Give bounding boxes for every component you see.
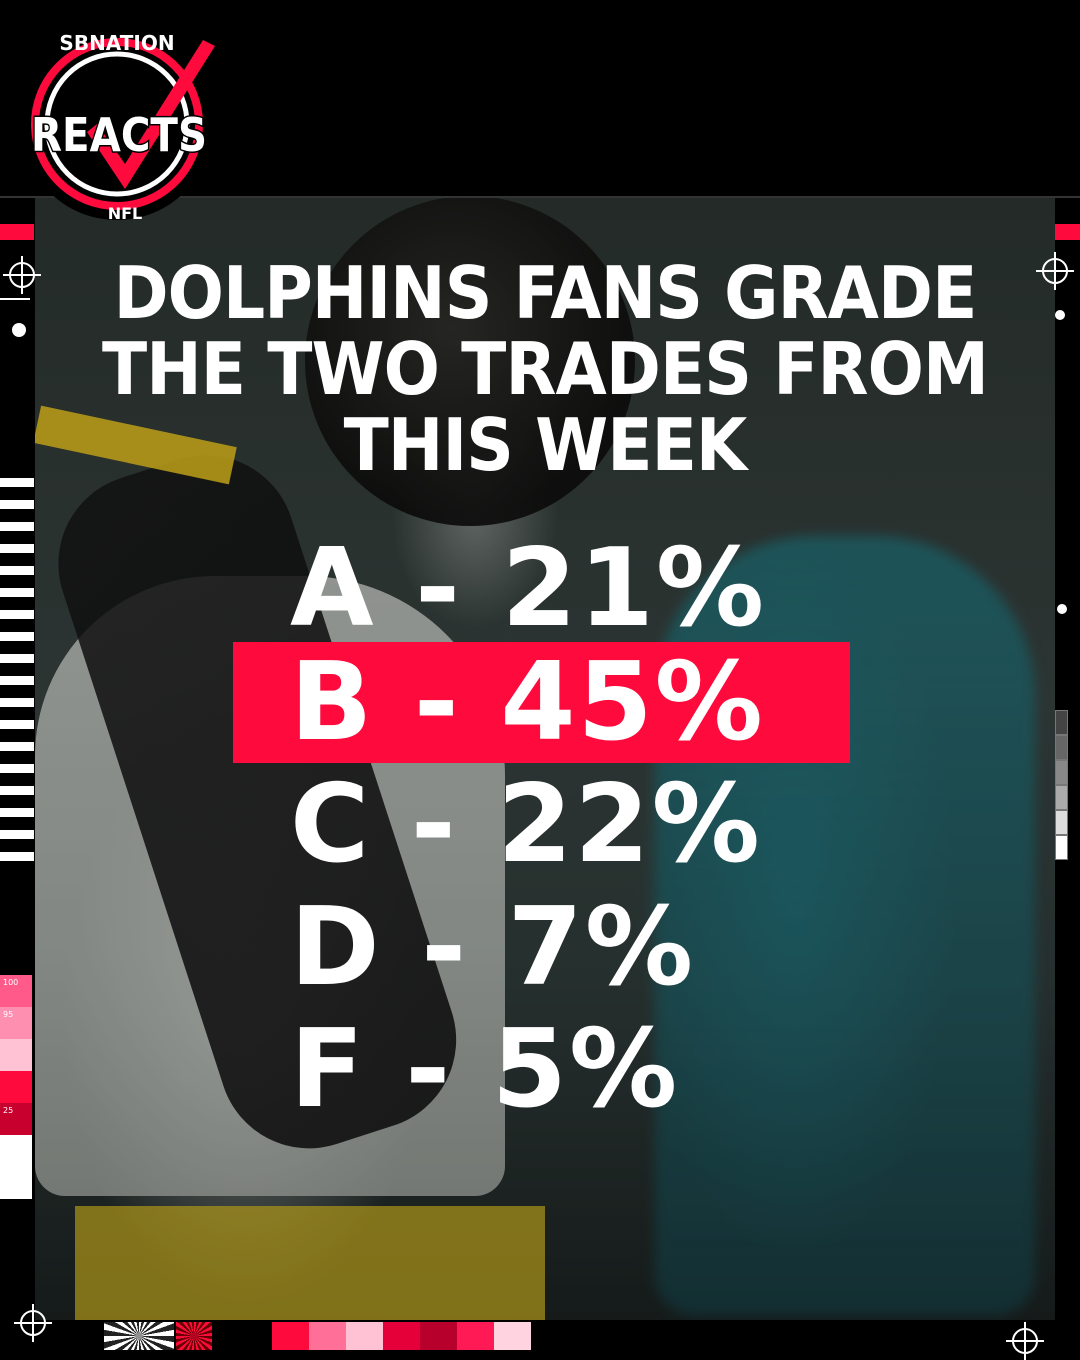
grade-c: C - 22% [290, 762, 762, 887]
dot-marker-icon [1057, 604, 1067, 614]
grade-a: A - 21% [290, 526, 767, 651]
barcode-stripes [0, 478, 34, 874]
frame-red-bar-left [0, 224, 34, 240]
color-scale: 100 95 25 [0, 975, 32, 1199]
grade-f: F - 5% [290, 1007, 680, 1132]
player-pants [75, 1206, 545, 1320]
crosshair-icon [1036, 252, 1074, 290]
logo-top-text: SBNATION [59, 31, 174, 55]
grey-scale [1055, 710, 1068, 860]
checkmark-icon [87, 40, 215, 189]
highlight-bar [233, 642, 850, 763]
crosshair-icon [14, 1304, 52, 1342]
grade-d: D - 7% [290, 885, 696, 1010]
frame-red-bar-right [1055, 224, 1080, 240]
dot-marker-icon [1055, 310, 1065, 320]
headline: DOLPHINS FANS GRADE THE TWO TRADES FROM … [101, 251, 989, 487]
player-helmet [305, 196, 635, 526]
logo-bottom-text: NFL [108, 204, 143, 222]
crosshair-icon [3, 256, 41, 294]
bottom-color-swatches [272, 1322, 531, 1350]
radial-pattern [104, 1322, 174, 1350]
sbnation-reacts-nfl-logo: SBNATION REACTS NFL [21, 28, 215, 222]
grade-b: B - 45% [290, 640, 765, 765]
logo-main-text: REACTS [31, 108, 207, 162]
dot-marker-icon [12, 323, 26, 337]
